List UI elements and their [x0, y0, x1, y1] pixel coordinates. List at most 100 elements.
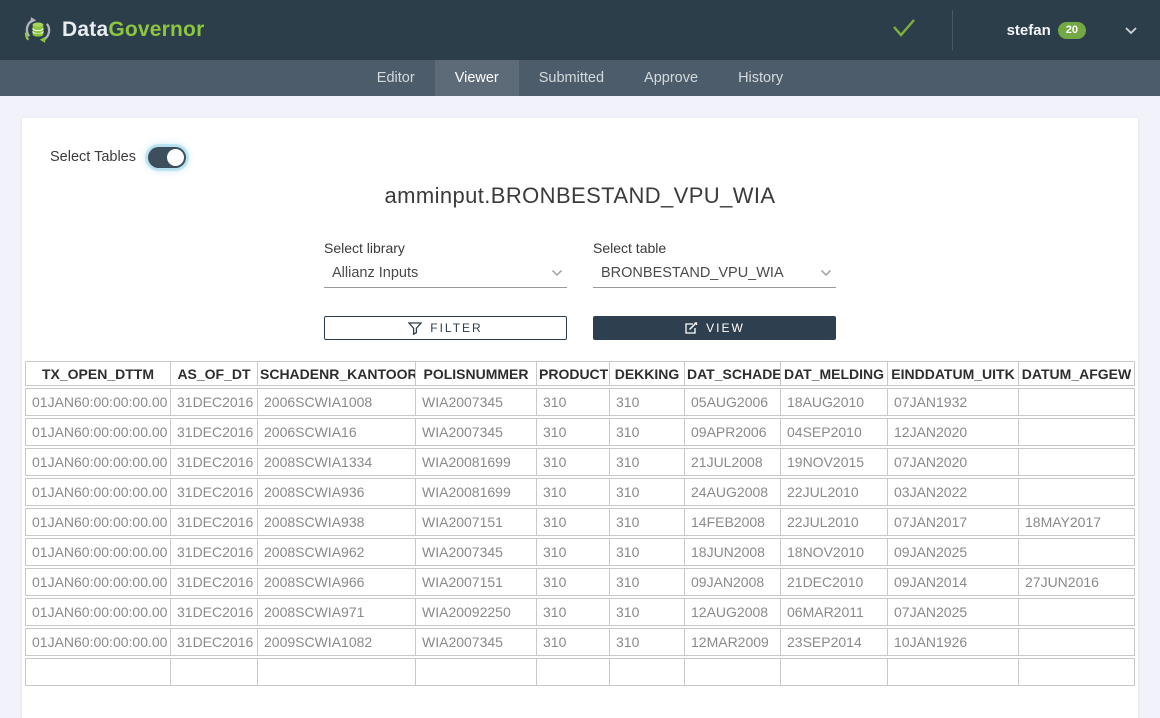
table-cell: 2008SCWIA962	[258, 538, 416, 566]
table-cell: 31DEC2016	[171, 418, 258, 446]
column-header: EINDDATUM_UITK	[888, 361, 1019, 386]
table-cell: 310	[610, 388, 685, 416]
table-row[interactable]: 01JAN60:00:00:00.00 31DEC2016 2008SCWIA971…	[25, 598, 1135, 626]
table-cell: 310	[537, 448, 610, 476]
table-cell	[537, 658, 610, 686]
table-cell: WIA2007151	[416, 508, 537, 536]
table-cell: 31DEC2016	[171, 448, 258, 476]
table-cell: 18JUN2008	[685, 538, 781, 566]
nav-bar: Editor Viewer Submitted Approve History	[0, 60, 1160, 96]
toggle-knob	[166, 148, 184, 166]
table-cell: WIA2007151	[416, 568, 537, 596]
table-cell: 310	[610, 598, 685, 626]
table-row[interactable]: 01JAN60:00:00:00.00 31DEC2016 2006SCWIA16 W…	[25, 418, 1135, 446]
table-cell: 31DEC2016	[171, 388, 258, 416]
table-cell: 2008SCWIA936	[258, 478, 416, 506]
table-cell: 310	[610, 508, 685, 536]
filter-button[interactable]: FILTER	[324, 316, 567, 340]
select-tables-toggle[interactable]	[147, 146, 186, 168]
table-cell	[1019, 628, 1135, 656]
table-cell: 2008SCWIA971	[258, 598, 416, 626]
database-sync-icon	[22, 14, 54, 46]
table-cell: WIA2007345	[416, 628, 537, 656]
table-cell: 09APR2006	[685, 418, 781, 446]
table-select[interactable]: BRONBESTAND_VPU_WIA	[593, 265, 836, 288]
view-button[interactable]: VIEW	[593, 316, 836, 340]
table-row[interactable]: 01JAN60:00:00:00.00 31DEC2016 2008SCWIA133…	[25, 448, 1135, 476]
library-select-value: Allianz Inputs	[332, 265, 419, 281]
table-cell: 310	[537, 598, 610, 626]
tab-viewer[interactable]: Viewer	[434, 60, 519, 96]
view-button-label: VIEW	[706, 321, 745, 335]
library-select[interactable]: Allianz Inputs	[324, 265, 567, 288]
table-row[interactable]: 01JAN60:00:00:00.00 31DEC2016 2006SCWIA100…	[25, 388, 1135, 416]
table-row[interactable]: 01JAN60:00:00:00.00 31DEC2016 2009SCWIA108…	[25, 628, 1135, 656]
table-cell: 12JAN2020	[888, 418, 1019, 446]
table-cell	[1019, 418, 1135, 446]
table-cell: 18AUG2010	[781, 388, 888, 416]
table-cell: 01JAN60:00:00:00.00	[25, 568, 171, 596]
table-cell: 2008SCWIA966	[258, 568, 416, 596]
data-table: TX_OPEN_DTTM AS_OF_DT SCHADENR_KANTOOR POLI…	[25, 359, 1135, 688]
table-cell: 31DEC2016	[171, 478, 258, 506]
table-cell: 2008SCWIA1334	[258, 448, 416, 476]
table-cell: 310	[537, 478, 610, 506]
tab-history[interactable]: History	[738, 70, 784, 86]
table-cell: WIA20081699	[416, 448, 537, 476]
table-cell: WIA20081699	[416, 478, 537, 506]
table-cell: 24AUG2008	[685, 478, 781, 506]
table-cell: 19NOV2015	[781, 448, 888, 476]
table-cell: 05AUG2006	[685, 388, 781, 416]
main-card: Select Tables amminput.BRONBESTAND_VPU_W…	[22, 118, 1138, 718]
table-cell	[1019, 478, 1135, 506]
table-cell: 01JAN60:00:00:00.00	[25, 478, 171, 506]
table-cell	[888, 658, 1019, 686]
table-cell: 310	[537, 568, 610, 596]
table-row[interactable]: 01JAN60:00:00:00.00 31DEC2016 2008SCWIA938…	[25, 508, 1135, 536]
table-cell: 07JAN2020	[888, 448, 1019, 476]
library-select-label: Select library	[324, 240, 405, 256]
table-cell: 01JAN60:00:00:00.00	[25, 628, 171, 656]
brand-part1: Data	[62, 18, 109, 41]
tab-approve[interactable]: Approve	[644, 70, 699, 86]
chevron-down-icon	[820, 269, 832, 277]
chevron-down-icon[interactable]	[1124, 26, 1138, 35]
table-cell: 07JAN1932	[888, 388, 1019, 416]
tab-editor[interactable]: Editor	[376, 70, 415, 86]
table-wrap: TX_OPEN_DTTM AS_OF_DT SCHADENR_KANTOOR POLI…	[25, 359, 1135, 688]
user-badge: 20	[1057, 21, 1086, 39]
table-cell: 03JAN2022	[888, 478, 1019, 506]
checkmark-icon[interactable]	[890, 16, 918, 45]
page-title: amminput.BRONBESTAND_VPU_WIA	[384, 183, 776, 208]
table-cell: 31DEC2016	[171, 568, 258, 596]
tab-submitted[interactable]: Submitted	[538, 70, 605, 86]
table-cell	[610, 658, 685, 686]
table-cell: 21JUL2008	[685, 448, 781, 476]
table-cell: 07JAN2025	[888, 598, 1019, 626]
column-header: TX_OPEN_DTTM	[25, 361, 171, 386]
table-cell: 06MAR2011	[781, 598, 888, 626]
table-row[interactable]	[25, 658, 1135, 686]
table-cell: 01JAN60:00:00:00.00	[25, 418, 171, 446]
table-row[interactable]: 01JAN60:00:00:00.00 31DEC2016 2008SCWIA962…	[25, 538, 1135, 566]
app-header: DataGovernor stefan 20	[0, 0, 1160, 60]
column-header: POLISNUMMER	[416, 361, 537, 386]
user-menu[interactable]: stefan 20	[1007, 21, 1086, 39]
table-cell: 2008SCWIA938	[258, 508, 416, 536]
filter-funnel-icon	[408, 321, 423, 335]
table-cell: 12AUG2008	[685, 598, 781, 626]
column-header: DAT_MELDING	[781, 361, 888, 386]
table-row[interactable]: 01JAN60:00:00:00.00 31DEC2016 2008SCWIA936…	[25, 478, 1135, 506]
table-cell: 310	[610, 538, 685, 566]
brand-name: DataGovernor	[62, 18, 204, 42]
table-cell	[416, 658, 537, 686]
table-cell: 10JAN1926	[888, 628, 1019, 656]
table-row[interactable]: 01JAN60:00:00:00.00 31DEC2016 2008SCWIA966…	[25, 568, 1135, 596]
header-divider	[951, 10, 953, 50]
table-cell: 310	[610, 448, 685, 476]
table-cell: WIA2007345	[416, 538, 537, 566]
table-cell: WIA20092250	[416, 598, 537, 626]
table-cell	[781, 658, 888, 686]
table-cell: 04SEP2010	[781, 418, 888, 446]
table-cell: 310	[610, 568, 685, 596]
